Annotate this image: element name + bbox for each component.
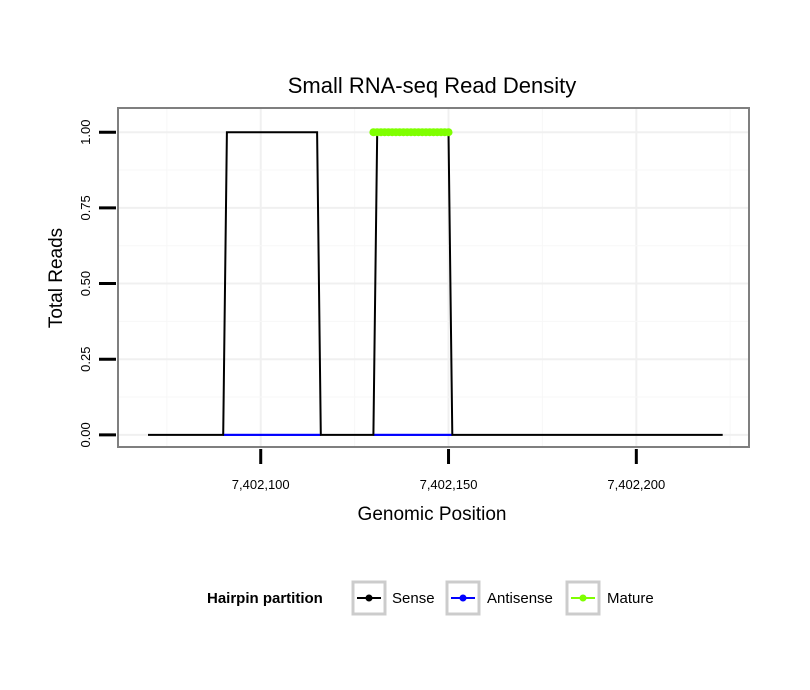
x-tick-label: 7,402,150 <box>420 477 478 492</box>
x-axis: 7,402,100 7,402,150 7,402,200 <box>232 449 665 492</box>
y-axis: 0.00 0.25 0.50 0.75 1.00 <box>78 120 116 448</box>
series-layer <box>148 128 723 436</box>
plot-border <box>117 107 750 448</box>
legend-key-point <box>459 594 467 602</box>
y-tick-label: 0.25 <box>78 347 93 372</box>
series-sense-line <box>148 131 723 436</box>
series-mature-point <box>444 128 453 137</box>
plot-background <box>118 108 749 447</box>
legend-key-mature: Mature <box>565 580 654 616</box>
y-axis-title: Total Reads <box>46 228 67 328</box>
y-tick-label: 0.50 <box>78 271 93 296</box>
y-tick-label: 0.00 <box>78 422 93 447</box>
chart-title: Small RNA-seq Read Density <box>288 73 577 98</box>
legend: Hairpin partition Sense Antisense Mature <box>207 580 654 616</box>
legend-title: Hairpin partition <box>207 590 323 607</box>
y-tick-label: 0.75 <box>78 195 93 220</box>
legend-label: Sense <box>392 590 435 607</box>
y-tick-label: 1.00 <box>78 120 93 145</box>
legend-key-point <box>365 594 373 602</box>
legend-key-sense: Sense <box>351 580 435 616</box>
legend-label: Mature <box>607 590 654 607</box>
legend-key-point <box>579 594 587 602</box>
x-axis-title: Genomic Position <box>358 504 507 525</box>
x-tick-label: 7,402,200 <box>607 477 665 492</box>
legend-key-antisense: Antisense <box>445 580 553 616</box>
legend-label: Antisense <box>487 590 553 607</box>
plot-area <box>118 108 749 447</box>
x-tick-label: 7,402,100 <box>232 477 290 492</box>
